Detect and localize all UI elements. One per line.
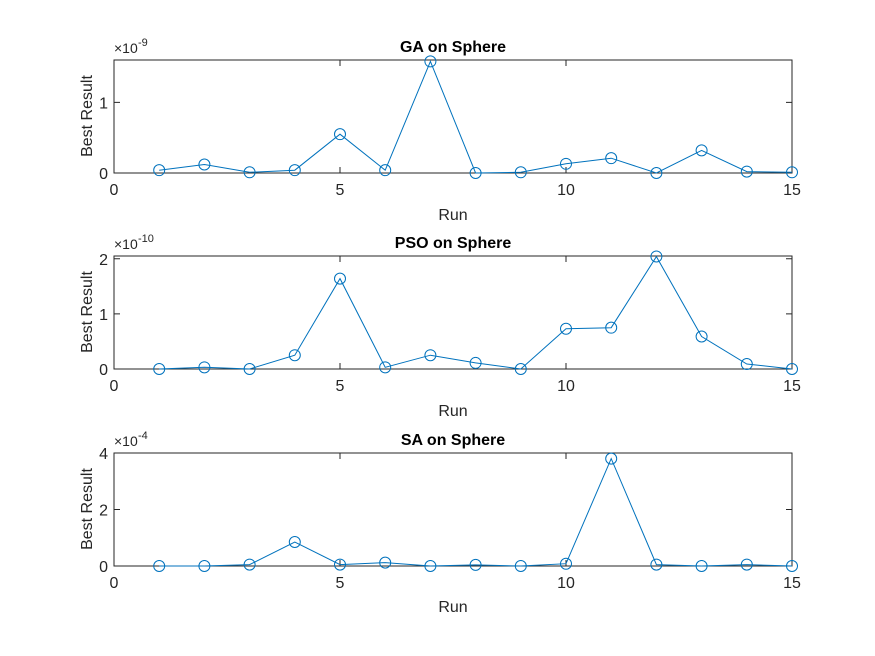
x-tick-label: 0 bbox=[110, 182, 119, 199]
y-tick-label: 0 bbox=[99, 362, 108, 379]
subplot-ga: GA on Sphere ×10 -9 Best Result Run 0 5 10… bbox=[79, 37, 801, 224]
y-tick-label: 1 bbox=[99, 307, 108, 324]
axes-box bbox=[113, 59, 793, 174]
y-tick-label: 4 bbox=[99, 446, 108, 463]
data-point bbox=[469, 558, 482, 571]
x-tick-label: 15 bbox=[783, 575, 801, 592]
data-point bbox=[605, 152, 618, 165]
subplot-title: GA on Sphere bbox=[400, 39, 506, 56]
y-exponent-base: ×10 bbox=[114, 433, 138, 449]
data-point bbox=[650, 250, 663, 263]
data-point bbox=[514, 166, 527, 179]
data-point bbox=[695, 560, 708, 572]
data-point bbox=[469, 167, 482, 179]
data-point bbox=[740, 558, 753, 571]
data-point bbox=[334, 558, 346, 571]
x-tick-label: 0 bbox=[110, 378, 119, 395]
x-tick-label: 5 bbox=[336, 575, 345, 592]
data-point bbox=[786, 560, 798, 572]
plot-area: 0 5 10 15 0 1 2 bbox=[99, 250, 801, 395]
subplot-title: PSO on Sphere bbox=[395, 235, 512, 252]
data-point bbox=[695, 330, 708, 343]
data-point bbox=[243, 166, 256, 179]
axes-box bbox=[113, 255, 793, 370]
data-point bbox=[560, 557, 572, 570]
plot-area: 0 5 10 15 0 2 4 bbox=[99, 446, 801, 592]
data-point bbox=[153, 363, 166, 375]
x-tick-label: 10 bbox=[557, 575, 575, 592]
x-tick-label: 10 bbox=[557, 182, 575, 199]
data-point bbox=[424, 349, 437, 362]
data-point bbox=[334, 128, 346, 141]
y-tick-label: 0 bbox=[99, 559, 108, 576]
y-exponent-power: -4 bbox=[138, 430, 148, 442]
data-point bbox=[560, 157, 572, 170]
data-point bbox=[198, 560, 211, 572]
y-tick-label: 0 bbox=[99, 166, 108, 183]
subplot-sa: SA on Sphere ×10 -4 Best Result Run 0 5 10… bbox=[79, 430, 801, 616]
data-point bbox=[740, 165, 753, 178]
x-axis-label: Run bbox=[438, 599, 467, 616]
data-point bbox=[786, 363, 798, 375]
data-point bbox=[650, 167, 663, 179]
x-tick-label: 15 bbox=[783, 378, 801, 395]
data-point bbox=[288, 349, 301, 362]
y-tick-label: 1 bbox=[99, 95, 108, 112]
data-point bbox=[514, 560, 527, 572]
data-point bbox=[424, 55, 437, 68]
x-tick-label: 5 bbox=[336, 378, 345, 395]
data-point bbox=[379, 361, 392, 374]
data-point bbox=[153, 560, 166, 572]
x-axis-label: Run bbox=[438, 207, 467, 224]
subplot-pso: PSO on Sphere ×10 -10 Best Result Run 0 5… bbox=[79, 233, 801, 420]
series-line bbox=[159, 457, 793, 567]
y-exponent-power: -9 bbox=[138, 37, 148, 49]
series-line bbox=[159, 60, 793, 174]
y-exponent-base: ×10 bbox=[114, 236, 138, 252]
data-point bbox=[786, 166, 798, 179]
data-point bbox=[514, 363, 527, 375]
data-point bbox=[288, 535, 301, 548]
x-tick-label: 15 bbox=[783, 182, 801, 199]
data-point bbox=[334, 272, 346, 285]
data-point bbox=[288, 164, 301, 177]
y-exponent-power: -10 bbox=[138, 233, 154, 245]
x-tick-label: 0 bbox=[110, 575, 119, 592]
plot-area: 0 5 10 15 0 1 bbox=[99, 55, 801, 199]
y-axis-label: Best Result bbox=[79, 75, 96, 157]
x-tick-label: 10 bbox=[557, 378, 575, 395]
data-point bbox=[650, 558, 663, 571]
data-point bbox=[605, 452, 618, 465]
data-point bbox=[153, 164, 166, 177]
x-tick-label: 5 bbox=[336, 182, 345, 199]
data-point bbox=[379, 164, 392, 177]
data-point bbox=[198, 158, 211, 171]
series-line bbox=[159, 255, 793, 370]
data-point bbox=[379, 556, 392, 569]
data-point bbox=[605, 321, 618, 334]
y-tick-label: 2 bbox=[99, 252, 108, 269]
data-point bbox=[198, 361, 211, 374]
data-point bbox=[243, 363, 256, 375]
x-axis-label: Run bbox=[438, 403, 467, 420]
y-exponent-base: ×10 bbox=[114, 40, 138, 56]
y-axis-label: Best Result bbox=[79, 468, 96, 550]
data-point bbox=[469, 356, 482, 369]
data-point bbox=[740, 358, 753, 371]
y-tick-label: 2 bbox=[99, 503, 108, 520]
data-point bbox=[695, 144, 708, 157]
subplot-title: SA on Sphere bbox=[401, 432, 505, 449]
data-point bbox=[424, 560, 437, 572]
data-point bbox=[243, 558, 256, 571]
data-point bbox=[560, 322, 572, 335]
y-axis-label: Best Result bbox=[79, 271, 96, 353]
